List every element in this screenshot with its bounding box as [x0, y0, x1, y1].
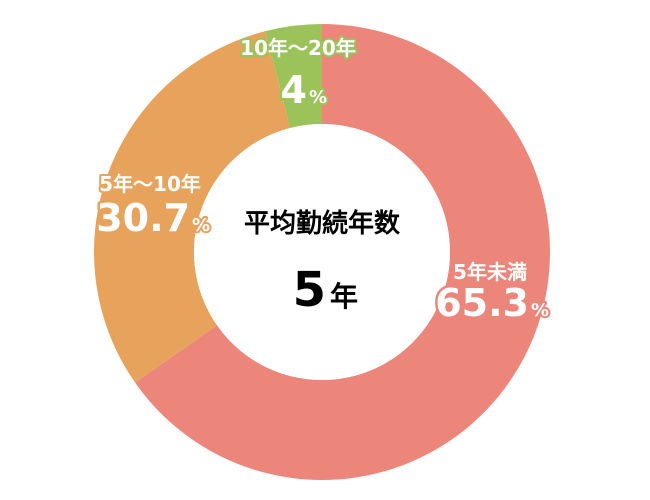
donut-slice-1	[93, 31, 291, 383]
slice-label-group-2: 10年～20年 4 %	[238, 34, 358, 115]
donut-hole	[194, 124, 450, 380]
slice-value-label: 65.3	[435, 281, 529, 325]
slice-category-label: 5年～10年	[99, 172, 201, 196]
center-unit: 年	[330, 280, 358, 313]
donut-slice-2	[265, 24, 322, 129]
slice-value-label: 30.7	[96, 196, 190, 240]
slice-label-group-0: 5年未満 65.3 %	[433, 258, 551, 328]
slice-category-label: 10年～20年	[240, 36, 356, 60]
center-title: 平均勤続年数	[244, 208, 401, 239]
slice-unit-label: %	[192, 215, 210, 236]
donut-slice-0	[135, 24, 551, 480]
center-value: 5	[293, 262, 326, 318]
slice-unit-label: %	[309, 87, 327, 108]
slice-value-label: 4	[281, 68, 307, 112]
donut-slices	[93, 24, 551, 480]
slice-unit-label: %	[531, 300, 549, 321]
slice-category-label: 5年未満	[453, 260, 527, 284]
slice-label-group-1: 5年～10年 30.7 %	[94, 170, 212, 243]
